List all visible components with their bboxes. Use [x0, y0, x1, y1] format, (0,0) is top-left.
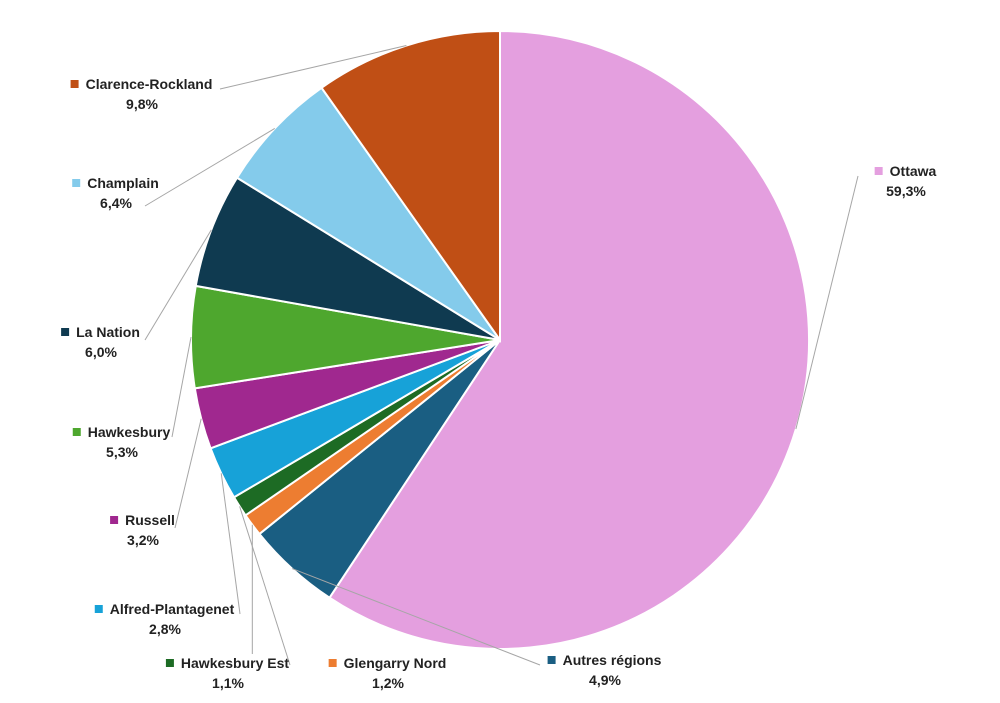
- leader-line-alfred-plantagenet: [220, 473, 241, 615]
- legend-marker-alfred-plantagenet: [94, 605, 103, 613]
- label-name-autres-regions: Autres régions: [563, 652, 662, 668]
- data-label-hawkesbury: Hawkesbury 5,3%: [72, 424, 171, 460]
- label-value-clarence-rockland: 9,8%: [126, 96, 158, 112]
- data-label-hawkesbury-est: Hawkesbury Est 1,1%: [165, 655, 289, 691]
- label-value-autres-regions: 4,9%: [589, 672, 621, 688]
- label-value-russell: 3,2%: [127, 532, 159, 548]
- leader-line-hawkesbury-est: [239, 506, 291, 666]
- label-value-ottawa: 59,3%: [886, 183, 926, 199]
- leader-line-champlain: [144, 128, 276, 207]
- legend-marker-autres-regions: [547, 656, 556, 664]
- leader-lines: [144, 45, 859, 666]
- label-name-russell: Russell: [125, 512, 175, 528]
- data-label-clarence-rockland: Clarence-Rockland 9,8%: [70, 76, 213, 112]
- label-value-la-nation: 6,0%: [85, 344, 117, 360]
- label-name-la-nation: La Nation: [76, 324, 140, 340]
- legend-marker-clarence-rockland: [70, 80, 79, 88]
- data-label-alfred-plantagenet: Alfred-Plantagenet 2,8%: [94, 601, 235, 637]
- label-value-glengarry-nord: 1,2%: [372, 675, 404, 691]
- legend-marker-ottawa: [874, 167, 883, 175]
- data-label-glengarry-nord: Glengarry Nord 1,2%: [328, 655, 447, 691]
- label-value-alfred-plantagenet: 2,8%: [149, 621, 181, 637]
- data-label-autres-regions: Autres régions 4,9%: [547, 652, 662, 688]
- legend-marker-hawkesbury-est: [165, 659, 174, 667]
- legend-marker-la-nation: [61, 328, 70, 336]
- data-label-la-nation: La Nation 6,0%: [61, 324, 140, 360]
- leader-line-hawkesbury: [171, 336, 192, 438]
- leader-line-clarence-rockland: [219, 45, 407, 90]
- label-value-hawkesbury: 5,3%: [106, 444, 138, 460]
- label-name-champlain: Champlain: [87, 175, 159, 191]
- label-name-clarence-rockland: Clarence-Rockland: [86, 76, 213, 92]
- leader-line-la-nation: [144, 229, 212, 341]
- leader-line-ottawa: [795, 175, 859, 430]
- label-name-hawkesbury-est: Hawkesbury Est: [181, 655, 289, 671]
- label-name-glengarry-nord: Glengarry Nord: [344, 655, 447, 671]
- leader-line-russell: [174, 418, 202, 529]
- data-label-russell: Russell 3,2%: [110, 512, 175, 548]
- data-label-champlain: Champlain 6,4%: [72, 175, 159, 211]
- legend-marker-glengarry-nord: [328, 659, 337, 667]
- label-name-ottawa: Ottawa: [890, 163, 937, 179]
- label-value-hawkesbury-est: 1,1%: [212, 675, 244, 691]
- pie-slice-champlain: [235, 86, 501, 341]
- legend-marker-hawkesbury: [72, 428, 81, 436]
- legend-marker-russell: [110, 516, 119, 524]
- pie-slices: [190, 29, 810, 650]
- data-label-ottawa: Ottawa 59,3%: [874, 163, 937, 199]
- pie-slice-clarence-rockland: [320, 29, 501, 344]
- leader-line-autres-regions: [291, 568, 541, 666]
- data-labels: Ottawa 59,3% Autres régions 4,9% Glengarry N…: [61, 76, 937, 691]
- legend-marker-champlain: [72, 179, 81, 187]
- label-name-hawkesbury: Hawkesbury: [88, 424, 171, 440]
- label-name-alfred-plantagenet: Alfred-Plantagenet: [110, 601, 235, 617]
- label-value-champlain: 6,4%: [100, 195, 132, 211]
